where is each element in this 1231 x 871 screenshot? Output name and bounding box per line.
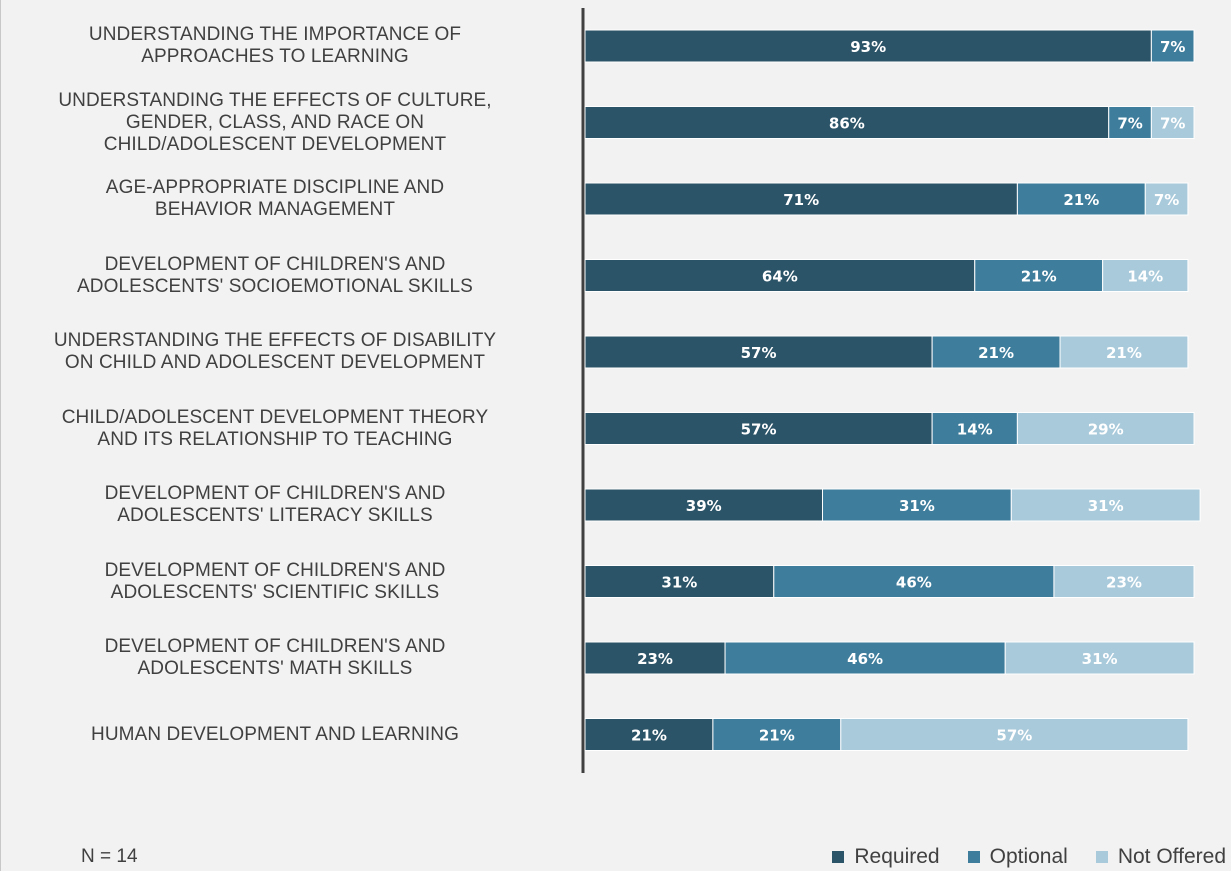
legend-swatch	[967, 851, 980, 863]
bar-segment-not-offered	[1059, 335, 1189, 369]
bar-segment-not-offered	[1010, 488, 1201, 522]
bar-segment-required	[584, 335, 933, 369]
data-label: 7%	[1117, 115, 1142, 133]
category-label-line: AND ITS RELATIONSHIP TO TEACHING	[97, 428, 453, 450]
legend-item-required: Required	[832, 845, 940, 869]
data-label: 29%	[1088, 421, 1124, 439]
category-label: AGE-APPROPRIATE DISCIPLINE AND BEHAVIOR M…	[0, 177, 560, 221]
category-label-line: APPROACHES TO LEARNING	[141, 46, 409, 67]
bar-segment-required	[584, 259, 976, 292]
category-label-line: ADOLESCENTS' SCIENTIFIC SKILLS	[110, 581, 440, 603]
legend-label: Optional	[989, 845, 1068, 868]
category-label-line: ADOLESCENTS' SOCIOEMOTIONAL SKILLS	[77, 275, 473, 297]
data-label: 39%	[686, 497, 722, 515]
category-label-line: ON CHILD AND ADOLESCENT DEVELOPMENT	[64, 352, 486, 373]
data-label: 31%	[899, 497, 935, 515]
bar-segment-required	[584, 718, 714, 751]
data-label: 57%	[996, 727, 1032, 745]
category-label-line: GENDER, CLASS, AND RACE ON	[125, 111, 425, 133]
data-label: 31%	[1082, 650, 1118, 668]
category-label: HUMAN DEVELOPMENT AND LEARNING	[0, 724, 560, 746]
data-label: 21%	[1063, 191, 1099, 209]
category-label: DEVELOPMENT OF CHILDREN'S AND ADOLESCENTS…	[0, 636, 560, 680]
data-label: 64%	[762, 268, 798, 286]
category-label-line: AGE-APPROPRIATE DISCIPLINE AND	[105, 177, 445, 198]
data-label: 57%	[741, 344, 777, 362]
data-label: 71%	[783, 191, 819, 209]
data-label: 7%	[1160, 115, 1185, 133]
bar-segment-required	[584, 29, 1152, 63]
data-label: 14%	[1127, 268, 1163, 286]
legend-label: Not Offered	[1117, 845, 1226, 868]
data-label: 46%	[896, 574, 932, 592]
bar-segment-optional	[712, 718, 842, 751]
bar-segment-optional	[822, 488, 1012, 522]
category-label-line: UNDERSTANDING THE IMPORTANCE OF	[88, 24, 462, 45]
bar-segment-not-offered	[1102, 259, 1189, 292]
data-label: 21%	[759, 727, 795, 745]
bar-segment-not-offered	[1004, 641, 1195, 675]
category-label: UNDERSTANDING THE EFFECTS OF DISABILITY O…	[0, 330, 560, 374]
bar-segment-required	[584, 106, 1110, 139]
category-label-line: ADOLESCENTS' LITERACY SKILLS	[117, 505, 433, 526]
data-label: 86%	[829, 115, 865, 133]
category-label-line: ADOLESCENTS' MATH SKILLS	[137, 658, 413, 679]
category-label-line: DEVELOPMENT OF CHILDREN'S AND	[104, 636, 446, 657]
data-label: 31%	[661, 574, 697, 592]
data-label: 21%	[1106, 344, 1142, 362]
legend-swatch	[832, 851, 845, 863]
bar-segment-required	[584, 641, 726, 675]
bar-segment-not-offered	[1016, 412, 1195, 445]
bar-segment-optional	[1150, 29, 1195, 63]
bar-segment-not-offered	[1053, 565, 1195, 598]
data-label: 93%	[850, 38, 886, 56]
data-label: 7%	[1160, 38, 1185, 56]
data-label: 21%	[631, 727, 667, 745]
data-label: 31%	[1088, 497, 1124, 515]
category-label-line: CHILD/ADOLESCENT DEVELOPMENT THEORY	[61, 406, 489, 428]
data-label: 23%	[1106, 574, 1142, 592]
data-label: 21%	[978, 344, 1014, 362]
data-label: 57%	[741, 421, 777, 439]
category-label: CHILD/ADOLESCENT DEVELOPMENT THEORY AND I…	[0, 407, 560, 451]
category-label-line: UNDERSTANDING THE EFFECTS OF DISABILITY	[53, 330, 497, 351]
category-label: DEVELOPMENT OF CHILDREN'S AND ADOLESCENTS…	[0, 560, 560, 604]
data-label: 46%	[847, 650, 883, 668]
data-label: 7%	[1154, 191, 1179, 209]
category-label-line: CHILD/ADOLESCENT DEVELOPMENT	[103, 133, 447, 155]
sample-size-note: N = 14	[81, 846, 138, 867]
bar-segment-required	[584, 488, 824, 522]
category-label-line: DEVELOPMENT OF CHILDREN'S AND	[104, 483, 446, 504]
bar-segment-not-offered	[1144, 182, 1189, 216]
category-label: DEVELOPMENT OF CHILDREN'S AND ADOLESCENTS…	[0, 483, 560, 527]
bar-segment-optional	[931, 335, 1061, 369]
category-label-line: DEVELOPMENT OF CHILDREN'S AND	[104, 253, 446, 275]
legend-item-not-offered: Not Offered	[1095, 845, 1226, 869]
data-label: 21%	[1021, 268, 1057, 286]
data-label: 23%	[637, 650, 673, 668]
chart-legend: Required Optional Not Offered	[832, 845, 1226, 869]
data-label: 14%	[957, 421, 993, 439]
bar-segment-not-offered	[840, 718, 1189, 751]
category-label-line: UNDERSTANDING THE EFFECTS OF CULTURE,	[58, 89, 492, 111]
bar-segment-optional	[724, 641, 1006, 675]
category-label: DEVELOPMENT OF CHILDREN'S AND ADOLESCENTS…	[0, 254, 560, 298]
category-label-line: HUMAN DEVELOPMENT AND LEARNING	[91, 723, 459, 745]
category-label: UNDERSTANDING THE EFFECTS OF CULTURE, GEN…	[0, 90, 560, 156]
category-label-line: BEHAVIOR MANAGEMENT	[154, 199, 396, 220]
legend-label: Required	[854, 845, 940, 868]
bar-segment-not-offered	[1150, 106, 1195, 139]
bar-segment-optional	[1016, 182, 1146, 216]
legend-swatch	[1095, 851, 1108, 863]
bar-segment-optional	[773, 565, 1055, 598]
legend-item-optional: Optional	[967, 845, 1068, 869]
category-label: UNDERSTANDING THE IMPORTANCE OF APPROACHE…	[0, 24, 560, 68]
category-label-line: DEVELOPMENT OF CHILDREN'S AND	[104, 559, 446, 581]
